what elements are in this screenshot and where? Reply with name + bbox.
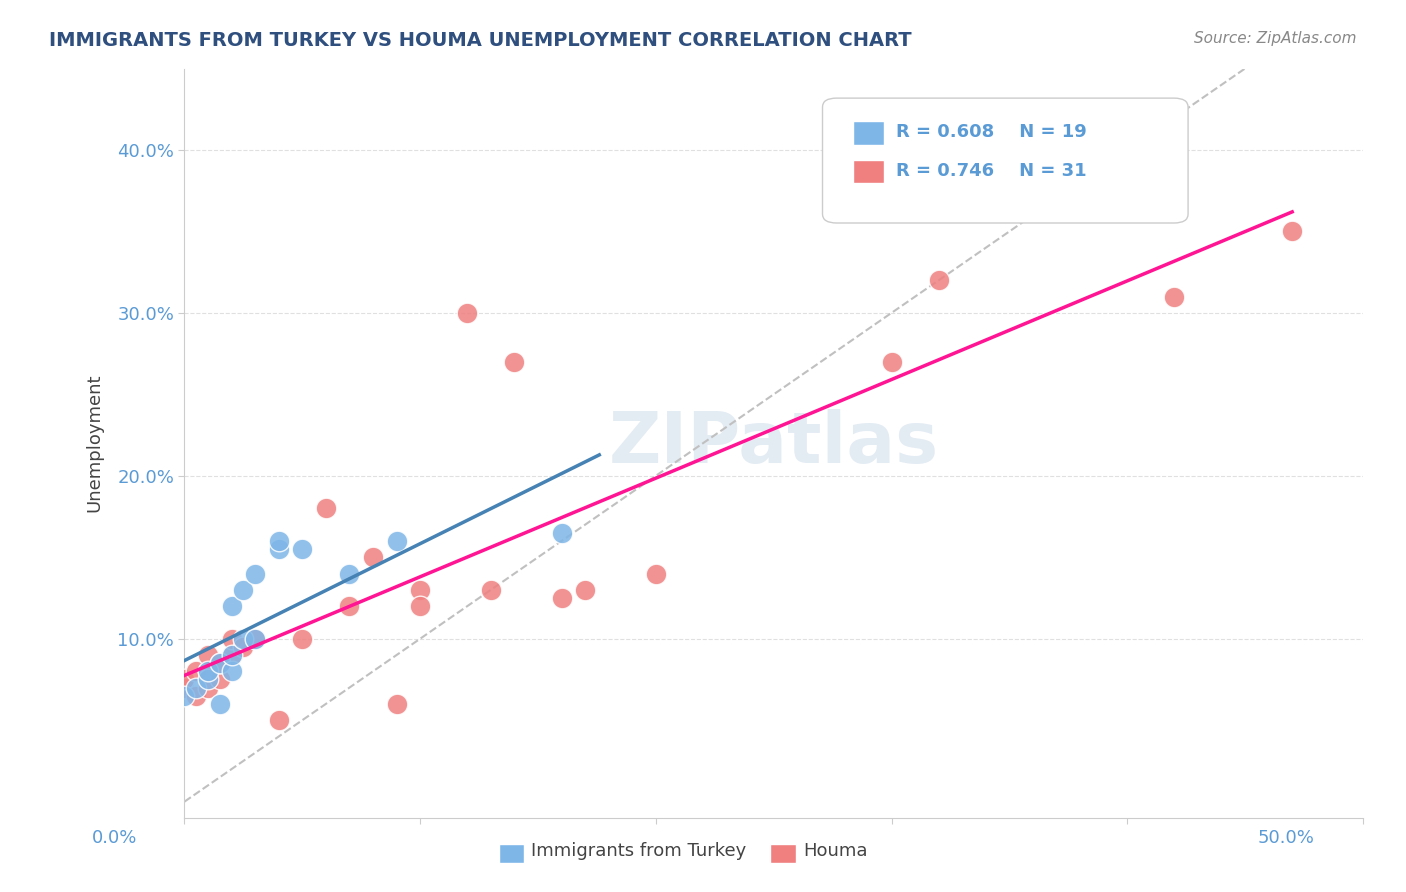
Point (291, 632, 314, 646)
Point (173, 681, 195, 695)
Point (197, 665, 219, 679)
Text: Source: ZipAtlas.com: Source: ZipAtlas.com (1194, 31, 1357, 46)
Text: IMMIGRANTS FROM TURKEY VS HOUMA UNEMPLOYMENT CORRELATION CHART: IMMIGRANTS FROM TURKEY VS HOUMA UNEMPLOY… (49, 31, 912, 50)
Point (197, 648, 219, 662)
Y-axis label: Unemployment: Unemployment (86, 374, 103, 513)
Point (221, 648, 243, 662)
Point (456, 306, 478, 320)
Point (197, 681, 219, 695)
Point (186, 665, 208, 679)
Point (385, 697, 408, 711)
Point (232, 582, 254, 597)
Point (221, 648, 243, 662)
Point (197, 673, 219, 687)
Point (339, 566, 361, 581)
Point (1163, 290, 1185, 304)
Point (208, 656, 231, 670)
Point (291, 542, 314, 557)
Point (243, 632, 266, 646)
Point (503, 355, 526, 369)
Point (173, 673, 195, 687)
Point (339, 599, 361, 614)
Point (197, 665, 219, 679)
Point (208, 656, 231, 670)
Text: R = 0.608    N = 19: R = 0.608 N = 19 (896, 123, 1087, 141)
Point (221, 599, 243, 614)
Text: 50.0%: 50.0% (1258, 829, 1315, 847)
Point (221, 665, 243, 679)
Point (186, 689, 208, 703)
Point (267, 533, 290, 548)
Text: R = 0.746    N = 31: R = 0.746 N = 31 (896, 162, 1087, 180)
Point (221, 632, 243, 646)
Point (267, 542, 290, 557)
Point (173, 689, 195, 703)
Point (928, 273, 950, 287)
Text: 0.0%: 0.0% (91, 829, 136, 847)
Point (267, 713, 290, 727)
Text: Houma: Houma (803, 842, 868, 860)
Point (232, 632, 254, 646)
Point (232, 640, 254, 654)
Point (409, 599, 432, 614)
Point (315, 501, 337, 516)
Point (208, 697, 231, 711)
Point (550, 525, 572, 540)
Point (1281, 224, 1303, 238)
Point (409, 582, 432, 597)
Point (479, 582, 502, 597)
Text: Immigrants from Turkey: Immigrants from Turkey (531, 842, 747, 860)
Point (243, 566, 266, 581)
Point (208, 673, 231, 687)
Text: ZIPatlas: ZIPatlas (609, 409, 939, 478)
Point (361, 550, 384, 565)
Point (574, 582, 596, 597)
Point (644, 566, 666, 581)
Point (880, 355, 903, 369)
Point (186, 681, 208, 695)
Point (550, 591, 572, 605)
Point (243, 632, 266, 646)
Point (385, 533, 408, 548)
